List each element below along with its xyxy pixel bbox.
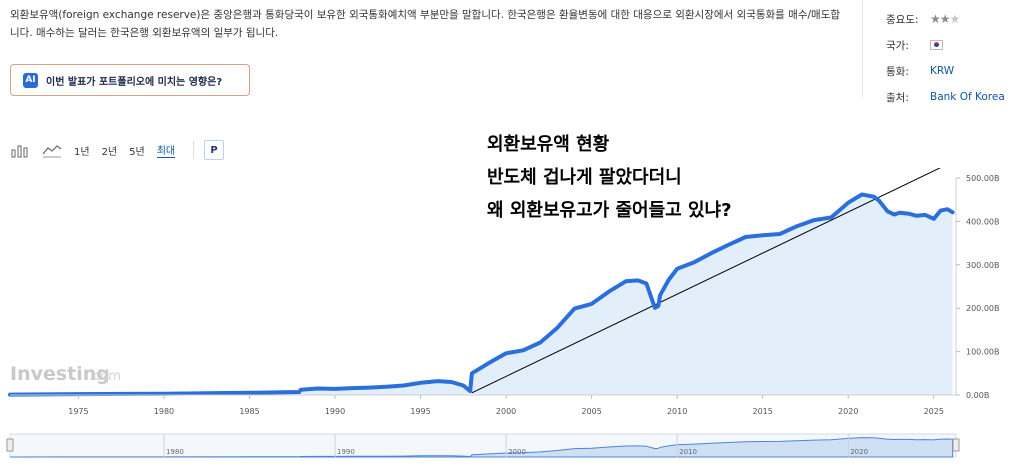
importance-label: 중요도:	[886, 13, 919, 26]
country-row: 국가:	[886, 32, 1005, 58]
x-tick-label: 2025	[924, 407, 944, 416]
navigator-tick-label: 1990	[337, 448, 355, 456]
country-label: 국가:	[886, 39, 909, 52]
x-tick-label: 2000	[496, 407, 516, 416]
importance-row: 중요도: ★★★	[886, 6, 1005, 32]
source-link[interactable]: Bank Of Korea	[930, 91, 1005, 103]
investing-watermark-suffix: .com	[89, 369, 121, 384]
star-icon: ★	[949, 12, 961, 26]
x-tick-label: 1985	[239, 407, 259, 416]
navigator-handle-left[interactable]	[6, 438, 14, 452]
x-tick-label: 2020	[838, 407, 858, 416]
navigator-tick-label: 2000	[508, 448, 526, 456]
y-tick-label: 200.00B	[966, 304, 999, 313]
reserves-chart: 0.00B 100.00B 200.00B 300.00B 400.00B 500.00B…	[6, 168, 999, 458]
y-tick-label: 100.00B	[966, 348, 999, 357]
bar-chart-icon[interactable]	[10, 142, 30, 158]
p-button[interactable]: P	[204, 140, 225, 160]
source-label: 출처:	[886, 91, 909, 104]
x-tick-label: 1980	[154, 407, 174, 416]
indicator-description: 외환보유액(foreign exchange reserve)은 중앙은행과 통…	[10, 9, 841, 39]
navigator-handle-right[interactable]	[952, 438, 960, 452]
x-tick-label: 1975	[68, 407, 88, 416]
navigator-tick-label: 2020	[850, 448, 868, 456]
indicator-meta: 중요도: ★★★ 국가: 통화: KRW 출처: Bank Of Korea	[886, 6, 1005, 110]
meta-divider	[862, 0, 863, 97]
toolbar-divider	[193, 141, 195, 159]
x-tick-label: 1995	[410, 407, 430, 416]
navigator-tick-label: 2010	[679, 448, 697, 456]
range-max[interactable]: 최대	[156, 142, 176, 158]
star-icon: ★	[930, 12, 941, 26]
y-tick-label: 400.00B	[966, 217, 999, 226]
currency-row: 통화: KRW	[886, 58, 1005, 84]
star-icon: ★	[939, 12, 951, 26]
overlay-line-3: 왜 외환보유고가 줄어들고 있냐?	[487, 200, 732, 221]
x-tick-label: 2015	[753, 407, 773, 416]
currency-link[interactable]: KRW	[930, 65, 955, 77]
south-korea-flag-icon	[930, 40, 943, 50]
ai-impact-button[interactable]: AI 이번 발표가 포트폴리오에 미치는 영향은?	[10, 64, 250, 96]
x-tick-label: 1990	[325, 407, 345, 416]
series-area	[10, 194, 953, 395]
x-tick-label: 2010	[667, 407, 687, 416]
overlay-line-2: 반도체 겁나게 팔았다더니	[487, 167, 682, 188]
currency-label: 통화:	[886, 65, 909, 78]
series-line	[8, 192, 955, 397]
overlay-line-1: 외환보유액 현황	[487, 134, 610, 155]
range-5y[interactable]: 5년	[129, 146, 145, 158]
investing-watermark: Investing	[10, 363, 110, 385]
y-tick-label: 500.00B	[966, 174, 999, 183]
navigator-tick-label: 1980	[166, 448, 184, 456]
chart-toolbar: 1년 2년 5년 최대 P	[10, 138, 225, 162]
y-tick-label: 300.00B	[966, 261, 999, 270]
source-row: 출처: Bank Of Korea	[886, 84, 1005, 110]
range-1y[interactable]: 1년	[74, 146, 90, 158]
importance-stars: ★★★	[930, 12, 961, 26]
ai-icon: AI	[23, 72, 38, 88]
y-tick-label: 0.00B	[966, 391, 989, 400]
x-tick-label: 2005	[581, 407, 601, 416]
area-chart-icon[interactable]	[42, 142, 62, 158]
ai-impact-label: 이번 발표가 포트폴리오에 미치는 영향은?	[46, 76, 223, 88]
navigator-series	[9, 437, 954, 458]
range-2y[interactable]: 2년	[101, 146, 118, 158]
